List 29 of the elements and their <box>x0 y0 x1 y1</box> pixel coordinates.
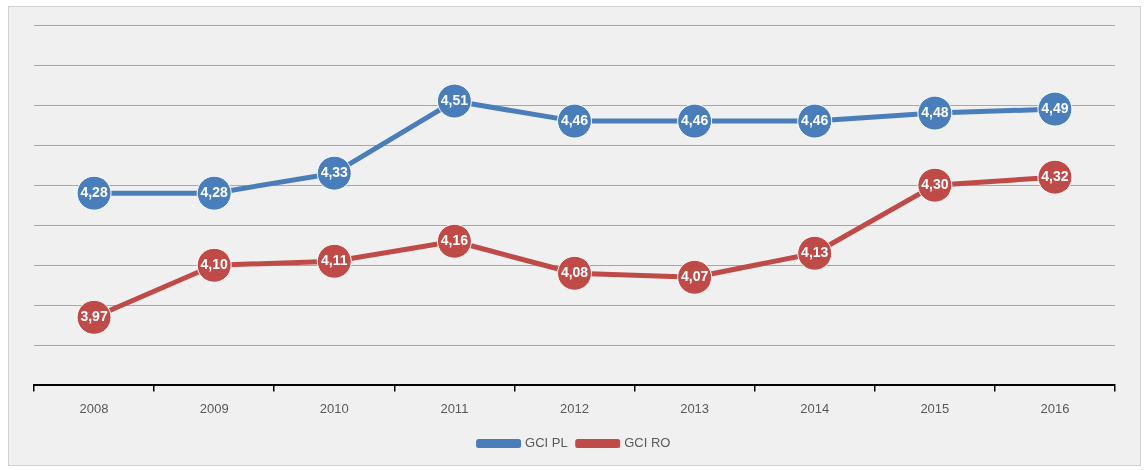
x-tick-label: 2015 <box>920 400 950 416</box>
x-tick-label: 2014 <box>800 400 830 416</box>
data-label: 4,28 <box>200 184 228 201</box>
data-label: 4,08 <box>560 264 589 281</box>
x-tick-label: 2012 <box>560 400 589 416</box>
data-label: 4,30 <box>921 176 949 193</box>
data-label: 4,51 <box>440 91 469 108</box>
data-label: 4,46 <box>801 111 829 128</box>
data-label: 4,13 <box>801 244 829 261</box>
data-label: 4,33 <box>320 164 349 181</box>
data-label: 4,11 <box>321 252 348 269</box>
data-label: 4,10 <box>200 256 228 273</box>
x-tick-label: 2009 <box>199 400 229 416</box>
data-label: 4,46 <box>680 111 709 128</box>
legend-label: GCI RO <box>624 435 671 451</box>
data-label: 4,28 <box>80 184 108 201</box>
data-label: 4,48 <box>921 103 949 120</box>
x-tick-label: 2010 <box>319 400 349 416</box>
data-label: 4,46 <box>560 111 589 128</box>
data-label: 4,49 <box>1041 99 1069 116</box>
x-tick-label: 2016 <box>1040 400 1070 416</box>
data-label: 4,07 <box>680 268 709 285</box>
data-label: 3,97 <box>80 308 108 325</box>
x-tick-label: 2011 <box>440 400 469 416</box>
data-label: 4,32 <box>1041 168 1069 185</box>
x-tick-label: 2008 <box>79 400 109 416</box>
legend-label: GCI PL <box>525 435 568 451</box>
data-label: 4,16 <box>440 232 469 249</box>
x-tick-label: 2013 <box>680 400 710 416</box>
